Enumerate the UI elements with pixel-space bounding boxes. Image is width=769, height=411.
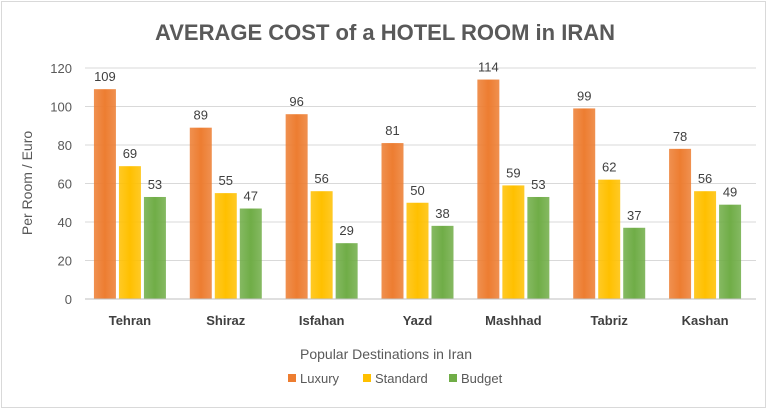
bar-standard-tehran bbox=[118, 166, 141, 299]
bar-budget-yazd bbox=[431, 225, 454, 299]
x-category-label: Shiraz bbox=[206, 313, 246, 328]
y-tick-label: 40 bbox=[58, 215, 72, 230]
bar-luxury-kashan bbox=[669, 148, 692, 299]
data-label: 47 bbox=[244, 189, 258, 204]
y-tick-label: 80 bbox=[58, 138, 72, 153]
bar-luxury-tehran bbox=[93, 89, 116, 299]
legend-swatch-luxury bbox=[288, 374, 296, 382]
bar-budget-tabriz bbox=[623, 227, 646, 299]
data-label: 59 bbox=[506, 165, 520, 180]
bar-standard-kashan bbox=[694, 191, 717, 299]
x-category-label: Mashhad bbox=[485, 313, 541, 328]
y-tick-label: 0 bbox=[65, 292, 72, 307]
bar-budget-isfahan bbox=[335, 243, 358, 299]
data-label: 37 bbox=[627, 208, 641, 223]
chart-title: AVERAGE COST of a HOTEL ROOM in IRAN bbox=[155, 20, 615, 45]
data-label: 56 bbox=[314, 171, 328, 186]
bar-standard-shiraz bbox=[214, 193, 237, 299]
bar-budget-tehran bbox=[143, 196, 166, 299]
legend-swatch-budget bbox=[449, 374, 457, 382]
legend-label-standard: Standard bbox=[375, 371, 428, 386]
legend-swatch-standard bbox=[363, 374, 371, 382]
bar-luxury-tabriz bbox=[573, 108, 596, 299]
data-label: 49 bbox=[723, 185, 737, 200]
data-label: 55 bbox=[219, 173, 233, 188]
legend-label-budget: Budget bbox=[461, 371, 503, 386]
data-label: 53 bbox=[148, 177, 162, 192]
x-category-label: Isfahan bbox=[299, 313, 345, 328]
bar-budget-kashan bbox=[719, 204, 742, 299]
data-label: 38 bbox=[435, 206, 449, 221]
x-category-label: Kashan bbox=[682, 313, 729, 328]
x-axis-categories: Tehran Shiraz Isfahan Yazd Mashhad Tabriz Kash… bbox=[109, 313, 729, 328]
y-axis-ticks: 0 20 40 60 80 100 120 bbox=[50, 61, 72, 307]
legend-label-luxury: Luxury bbox=[300, 371, 340, 386]
bar-standard-isfahan bbox=[310, 191, 333, 299]
legend: Luxury Standard Budget bbox=[288, 371, 503, 386]
y-tick-label: 120 bbox=[50, 61, 72, 76]
x-category-label: Tabriz bbox=[591, 313, 629, 328]
data-label: 53 bbox=[531, 177, 545, 192]
data-label: 81 bbox=[385, 123, 399, 138]
bar-budget-shiraz bbox=[239, 208, 262, 299]
data-label: 50 bbox=[410, 183, 424, 198]
data-label: 78 bbox=[673, 129, 687, 144]
bar-standard-yazd bbox=[406, 202, 429, 299]
bars bbox=[93, 79, 742, 299]
y-tick-label: 100 bbox=[50, 100, 72, 115]
data-label: 89 bbox=[194, 108, 208, 123]
y-tick-label: 20 bbox=[58, 254, 72, 269]
bar-luxury-yazd bbox=[381, 143, 404, 299]
data-label: 29 bbox=[339, 223, 353, 238]
data-label: 99 bbox=[577, 88, 591, 103]
bar-standard-mashhad bbox=[502, 185, 525, 299]
data-labels: 109 69 53 89 55 47 96 56 29 81 50 38 114 59 53 99 62 37 78… bbox=[94, 60, 737, 239]
x-category-label: Yazd bbox=[403, 313, 433, 328]
bar-luxury-isfahan bbox=[285, 114, 308, 299]
y-tick-label: 60 bbox=[58, 177, 72, 192]
data-label: 109 bbox=[94, 69, 116, 84]
data-label: 62 bbox=[602, 160, 616, 175]
data-label: 114 bbox=[478, 60, 499, 75]
y-axis-title: Per Room / Euro bbox=[19, 131, 35, 235]
bar-budget-mashhad bbox=[527, 196, 550, 299]
data-label: 69 bbox=[123, 146, 137, 161]
bar-luxury-mashhad bbox=[477, 79, 500, 299]
bar-luxury-shiraz bbox=[189, 127, 212, 299]
bar-standard-tabriz bbox=[598, 179, 621, 299]
data-label: 96 bbox=[289, 94, 303, 109]
data-label: 56 bbox=[698, 171, 712, 186]
x-category-label: Tehran bbox=[109, 313, 151, 328]
x-axis-title: Popular Destinations in Iran bbox=[300, 346, 472, 362]
